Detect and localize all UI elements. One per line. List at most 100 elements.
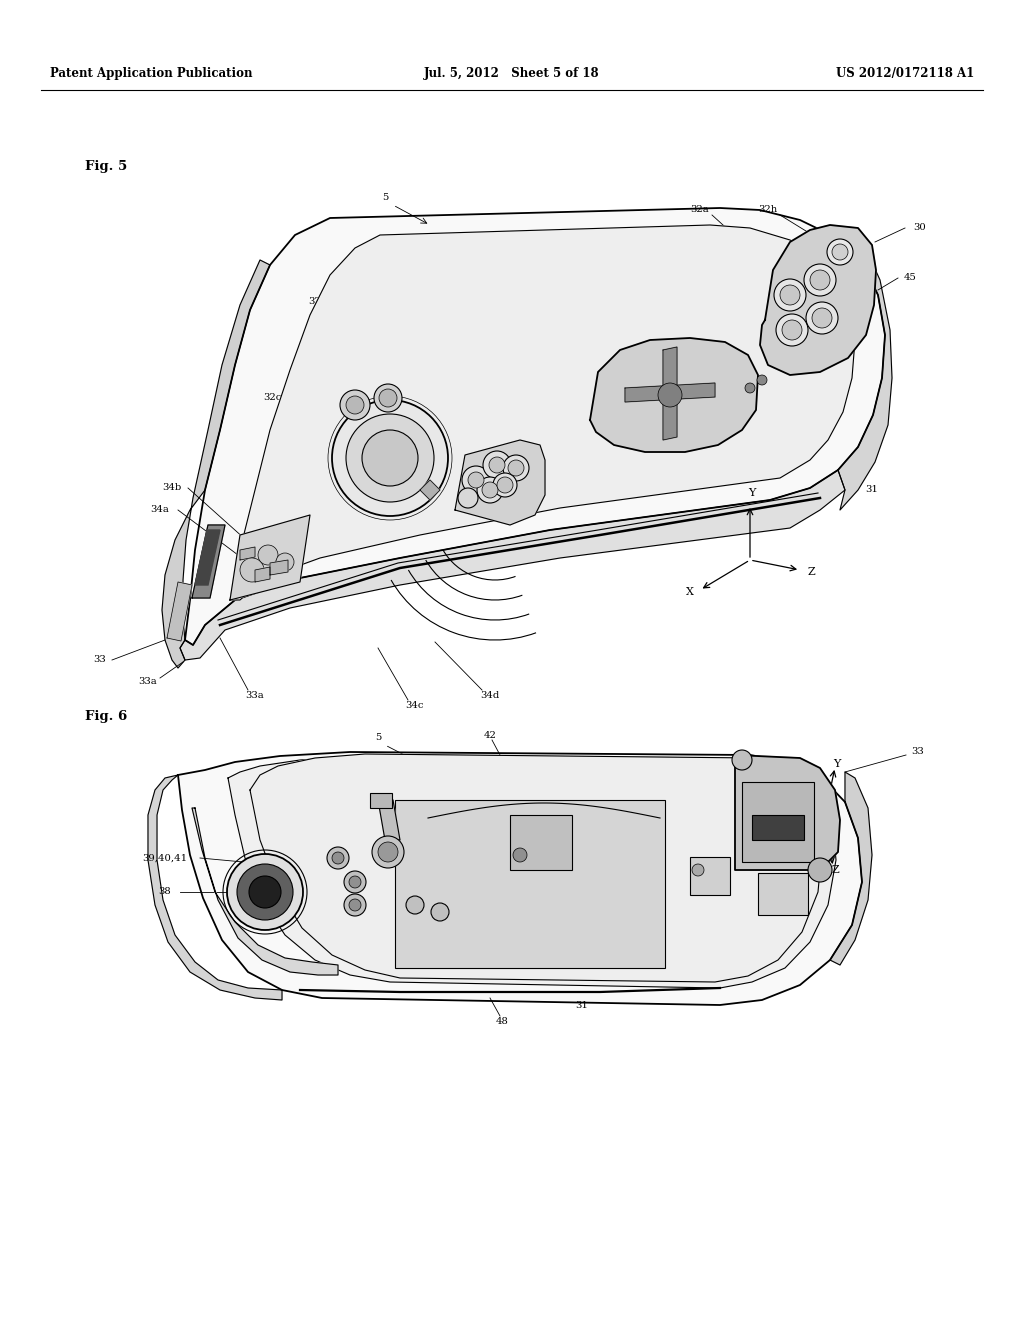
Text: 33: 33 <box>911 747 925 756</box>
FancyBboxPatch shape <box>510 814 572 870</box>
Text: 32b: 32b <box>312 375 332 384</box>
Polygon shape <box>838 257 892 510</box>
Circle shape <box>513 847 527 862</box>
Circle shape <box>732 750 752 770</box>
Text: 32f: 32f <box>340 318 356 326</box>
Text: 37: 37 <box>563 248 577 256</box>
Circle shape <box>489 457 505 473</box>
Polygon shape <box>760 224 876 375</box>
Text: 32a: 32a <box>690 206 710 214</box>
Circle shape <box>806 302 838 334</box>
Circle shape <box>378 842 398 862</box>
Text: 31: 31 <box>575 1001 589 1010</box>
Polygon shape <box>625 383 715 403</box>
Circle shape <box>346 414 434 502</box>
Circle shape <box>406 896 424 913</box>
Polygon shape <box>270 560 288 576</box>
Circle shape <box>468 473 484 488</box>
Polygon shape <box>230 515 310 601</box>
Text: 45: 45 <box>903 273 916 282</box>
Circle shape <box>497 477 513 492</box>
Circle shape <box>344 894 366 916</box>
Text: Y: Y <box>749 488 756 498</box>
Circle shape <box>431 903 449 921</box>
Circle shape <box>776 314 808 346</box>
Polygon shape <box>240 546 255 560</box>
Circle shape <box>458 488 478 508</box>
Text: Z: Z <box>831 865 839 875</box>
Text: Y: Y <box>834 759 841 770</box>
FancyBboxPatch shape <box>758 873 808 915</box>
Text: X: X <box>686 587 694 597</box>
Circle shape <box>477 477 503 503</box>
Polygon shape <box>255 568 270 582</box>
Text: 34a: 34a <box>150 506 169 515</box>
Circle shape <box>374 384 402 412</box>
Circle shape <box>249 876 281 908</box>
Polygon shape <box>250 754 822 982</box>
Text: 32h: 32h <box>759 206 777 214</box>
Text: 32g: 32g <box>308 297 328 306</box>
Polygon shape <box>228 756 836 987</box>
Polygon shape <box>378 800 400 840</box>
FancyBboxPatch shape <box>370 793 392 808</box>
Polygon shape <box>178 752 862 1005</box>
Polygon shape <box>185 209 885 645</box>
Polygon shape <box>830 772 872 965</box>
Text: 42: 42 <box>483 730 497 739</box>
Polygon shape <box>230 224 855 601</box>
Circle shape <box>240 558 264 582</box>
Text: Patent Application Publication: Patent Application Publication <box>50 67 253 81</box>
Circle shape <box>346 396 364 414</box>
Text: 32e: 32e <box>366 338 384 346</box>
Circle shape <box>745 383 755 393</box>
Text: 46: 46 <box>336 774 348 783</box>
Text: 35: 35 <box>299 833 311 842</box>
Circle shape <box>327 847 349 869</box>
Circle shape <box>462 466 490 494</box>
Circle shape <box>508 459 524 477</box>
FancyBboxPatch shape <box>742 781 814 862</box>
Polygon shape <box>167 582 193 642</box>
Text: 31: 31 <box>865 486 878 495</box>
Text: 33: 33 <box>93 656 106 664</box>
Text: 30: 30 <box>913 223 927 232</box>
Text: X: X <box>761 814 769 825</box>
Text: US 2012/0172118 A1: US 2012/0172118 A1 <box>836 67 974 81</box>
Text: 39,40,41: 39,40,41 <box>142 854 187 862</box>
FancyBboxPatch shape <box>690 857 730 895</box>
Text: 32d: 32d <box>610 231 630 239</box>
Polygon shape <box>455 440 545 525</box>
Text: 33a: 33a <box>246 690 264 700</box>
Text: 47: 47 <box>426 347 438 356</box>
Text: 33a: 33a <box>138 677 158 686</box>
Text: Jul. 5, 2012   Sheet 5 of 18: Jul. 5, 2012 Sheet 5 of 18 <box>424 67 600 81</box>
FancyBboxPatch shape <box>395 800 665 968</box>
Circle shape <box>774 279 806 312</box>
Circle shape <box>332 851 344 865</box>
Circle shape <box>780 285 800 305</box>
Polygon shape <box>180 470 845 660</box>
Polygon shape <box>193 525 225 598</box>
Circle shape <box>831 244 848 260</box>
Circle shape <box>782 319 802 341</box>
Polygon shape <box>193 808 338 975</box>
Circle shape <box>827 239 853 265</box>
Text: 34c: 34c <box>406 701 424 710</box>
Circle shape <box>658 383 682 407</box>
Polygon shape <box>590 338 758 451</box>
Polygon shape <box>195 531 220 585</box>
Circle shape <box>692 865 705 876</box>
Text: 5: 5 <box>382 194 388 202</box>
Circle shape <box>482 482 498 498</box>
Text: Z: Z <box>808 568 816 577</box>
Circle shape <box>227 854 303 931</box>
Text: 30: 30 <box>474 774 486 783</box>
Circle shape <box>808 858 831 882</box>
Text: 34b: 34b <box>162 483 181 492</box>
Text: 34d: 34d <box>480 690 500 700</box>
Circle shape <box>757 375 767 385</box>
Circle shape <box>340 389 370 420</box>
Circle shape <box>362 430 418 486</box>
Polygon shape <box>148 775 282 1001</box>
